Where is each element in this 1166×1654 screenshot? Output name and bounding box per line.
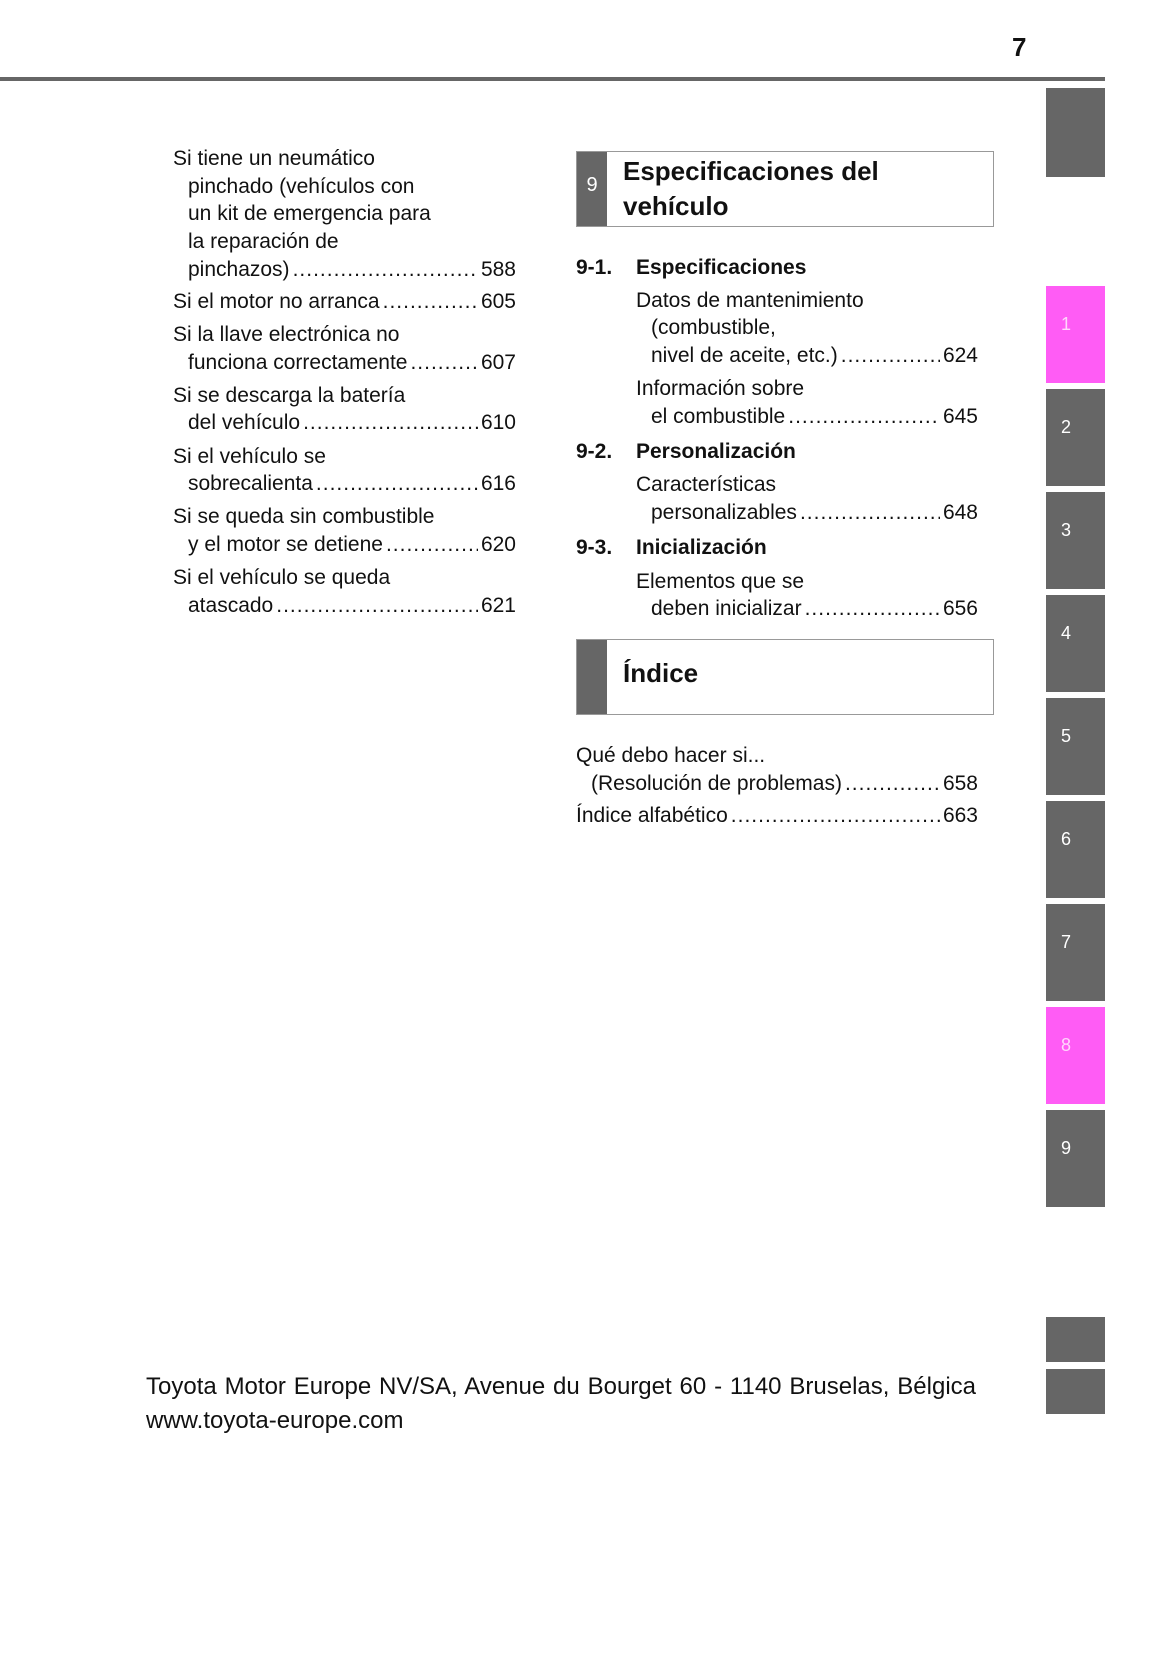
dot-leader [731, 803, 940, 829]
toc-line: Si se queda sin combustible [173, 505, 435, 528]
toc-text: Índice alfabético [576, 804, 728, 827]
toc-page: 656 [942, 597, 978, 620]
toc-text: el combustible [651, 405, 786, 428]
chapter-title: Especificaciones del [623, 156, 879, 186]
toc-line: un kit de emergencia para [188, 202, 431, 225]
toc-entry-link[interactable]: el combustible 645 [651, 404, 978, 430]
toc-page: 620 [480, 533, 516, 556]
toc-line: Información sobre [636, 377, 805, 400]
toc-page: 624 [942, 344, 978, 367]
toc-entry-link[interactable]: personalizables 648 [651, 500, 978, 526]
chapter-number: 9 [577, 152, 607, 226]
chapter-9-header: 9 Especificaciones del vehículo [576, 151, 994, 227]
toc-entry-link[interactable]: del vehículo 610 [188, 410, 516, 436]
toc-line: Si el vehículo se [173, 445, 326, 468]
index-header: Índice [576, 639, 994, 715]
toc-page: 607 [480, 351, 516, 374]
tab-6[interactable]: 6 [1046, 801, 1105, 898]
footer-address: Toyota Motor Europe NV/SA, Avenue du Bou… [146, 1373, 976, 1434]
toc-entry-link[interactable]: Índice alfabético 663 [576, 803, 978, 829]
toc-text: personalizables [651, 501, 797, 524]
dot-leader [788, 404, 940, 430]
toc-line: Características [636, 473, 777, 496]
toc-text: sobrecalienta [188, 472, 313, 495]
section-title[interactable]: Personalización [636, 440, 796, 463]
section-title[interactable]: Inicialización [636, 536, 767, 559]
toc-text: deben inicializar [651, 597, 802, 620]
toc-entry-link[interactable]: Si el motor no arranca 605 [173, 289, 516, 315]
dot-leader [386, 532, 478, 558]
header-rule [0, 77, 1105, 81]
section-number: 9-3. [576, 536, 613, 559]
toc-line: Datos de mantenimiento [636, 289, 864, 312]
toc-entry-link[interactable]: nivel de aceite, etc.) 624 [651, 343, 978, 369]
toc-line: Elementos que se [636, 570, 805, 593]
toc-text: funciona correctamente [188, 351, 408, 374]
toc-page: 658 [942, 772, 978, 795]
tab-2[interactable]: 2 [1046, 389, 1105, 486]
tab-index-2[interactable] [1046, 1369, 1105, 1414]
section-number: 9-1. [576, 256, 613, 279]
toc-text: y el motor se detiene [188, 533, 383, 556]
tab-contents[interactable] [1046, 88, 1105, 177]
toc-text: atascado [188, 594, 274, 617]
toc-page: 663 [942, 804, 978, 827]
dot-leader [303, 410, 478, 436]
dot-leader [845, 771, 940, 797]
toc-page: 588 [480, 258, 516, 281]
toc-page: 645 [942, 405, 978, 428]
dot-leader [410, 350, 477, 376]
toc-line: (combustible, [651, 316, 776, 339]
dot-leader [841, 343, 940, 369]
toc-line: Si el vehículo se queda [173, 566, 391, 589]
tab-8[interactable]: 8 [1046, 1007, 1105, 1104]
dot-leader [293, 257, 478, 283]
tab-5[interactable]: 5 [1046, 698, 1105, 795]
toc-page: 616 [480, 472, 516, 495]
dot-leader [383, 289, 478, 315]
tab-1[interactable]: 1 [1046, 286, 1105, 383]
index-title: Índice [623, 658, 699, 688]
dot-leader [800, 500, 940, 526]
index-marker [577, 640, 607, 714]
toc-text: Si el motor no arranca [173, 290, 380, 313]
chapter-title: vehículo [623, 191, 729, 221]
tab-4[interactable]: 4 [1046, 595, 1105, 692]
toc-entry-link[interactable]: y el motor se detiene 620 [188, 532, 516, 558]
toc-line: Qué debo hacer si... [576, 744, 766, 767]
toc-text: del vehículo [188, 411, 301, 434]
toc-entry-link[interactable]: sobrecalienta 616 [188, 471, 516, 497]
dot-leader [805, 596, 940, 622]
toc-page: 621 [480, 594, 516, 617]
section-number: 9-2. [576, 440, 613, 463]
toc-line: Si se descarga la batería [173, 384, 406, 407]
toc-text: (Resolución de problemas) [591, 772, 842, 795]
toc-page: 648 [942, 501, 978, 524]
dot-leader [316, 471, 478, 497]
tab-index-1[interactable] [1046, 1317, 1105, 1362]
toc-text: nivel de aceite, etc.) [651, 344, 838, 367]
toc-page: 605 [480, 290, 516, 313]
toc-text: pinchazos) [188, 258, 290, 281]
toc-line: Si la llave electrónica no [173, 323, 400, 346]
toc-entry-link[interactable]: funciona correctamente 607 [188, 350, 516, 376]
toc-entry-link[interactable]: pinchazos) 588 [188, 257, 516, 283]
toc-entry-link[interactable]: atascado 621 [188, 593, 516, 619]
section-title[interactable]: Especificaciones [636, 256, 807, 279]
toc-line: pinchado (vehículos con [188, 175, 415, 198]
toc-page: 610 [480, 411, 516, 434]
toc-entry-link[interactable]: deben inicializar 656 [651, 596, 978, 622]
page-number: 7 [1012, 32, 1027, 62]
tab-3[interactable]: 3 [1046, 492, 1105, 589]
dot-leader [276, 593, 478, 619]
tab-7[interactable]: 7 [1046, 904, 1105, 1001]
toc-line: Si tiene un neumático [173, 147, 375, 170]
tab-9[interactable]: 9 [1046, 1110, 1105, 1207]
toc-entry-link[interactable]: (Resolución de problemas) 658 [591, 771, 978, 797]
toc-line: la reparación de [188, 230, 339, 253]
